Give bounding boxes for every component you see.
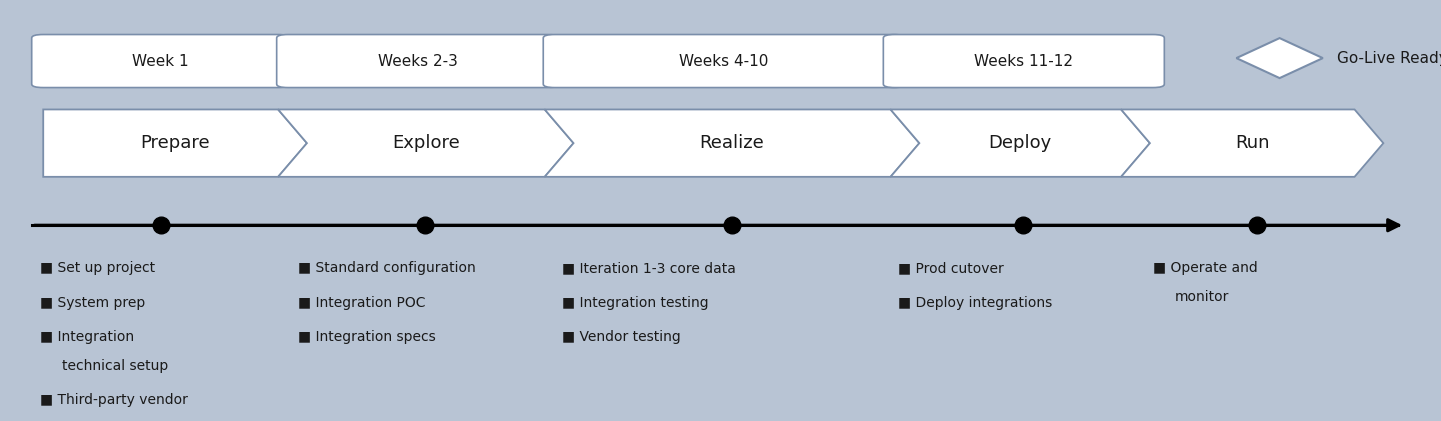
Text: Weeks 2-3: Weeks 2-3 [378, 53, 458, 69]
FancyBboxPatch shape [32, 35, 290, 88]
Text: ■ Iteration 1-3 core data: ■ Iteration 1-3 core data [562, 261, 736, 275]
Polygon shape [278, 109, 574, 177]
FancyBboxPatch shape [883, 35, 1164, 88]
FancyBboxPatch shape [277, 35, 559, 88]
Text: ■ Integration specs: ■ Integration specs [298, 330, 437, 344]
Text: ■ Integration POC: ■ Integration POC [298, 296, 425, 309]
Text: Prepare: Prepare [140, 134, 210, 152]
Text: ■ Integration testing: ■ Integration testing [562, 296, 709, 309]
Text: monitor: monitor [1174, 290, 1229, 304]
Text: ■ Set up project: ■ Set up project [40, 261, 156, 275]
Text: Deploy: Deploy [989, 134, 1052, 152]
Polygon shape [1236, 38, 1323, 78]
Text: Weeks 4-10: Weeks 4-10 [679, 53, 769, 69]
Polygon shape [1121, 109, 1383, 177]
Text: ■ Prod cutover: ■ Prod cutover [898, 261, 1003, 275]
Text: ■ Third-party vendor: ■ Third-party vendor [40, 393, 189, 408]
Polygon shape [43, 109, 307, 177]
Text: ■ Deploy integrations: ■ Deploy integrations [898, 296, 1052, 309]
Text: Explore: Explore [392, 134, 460, 152]
Text: ■ Integration: ■ Integration [40, 330, 134, 344]
Text: Weeks 11-12: Weeks 11-12 [974, 53, 1074, 69]
Text: Run: Run [1235, 134, 1270, 152]
Text: Realize: Realize [700, 134, 764, 152]
Text: ■ Vendor testing: ■ Vendor testing [562, 330, 680, 344]
FancyBboxPatch shape [543, 35, 905, 88]
Text: technical setup: technical setup [62, 359, 169, 373]
Text: Week 1: Week 1 [133, 53, 189, 69]
Text: ■ Standard configuration: ■ Standard configuration [298, 261, 476, 275]
Polygon shape [891, 109, 1150, 177]
Text: ■ Operate and: ■ Operate and [1153, 261, 1258, 275]
Polygon shape [545, 109, 919, 177]
Text: ■ System prep: ■ System prep [40, 296, 146, 309]
Text: Go-Live Ready: Go-Live Ready [1337, 51, 1441, 66]
